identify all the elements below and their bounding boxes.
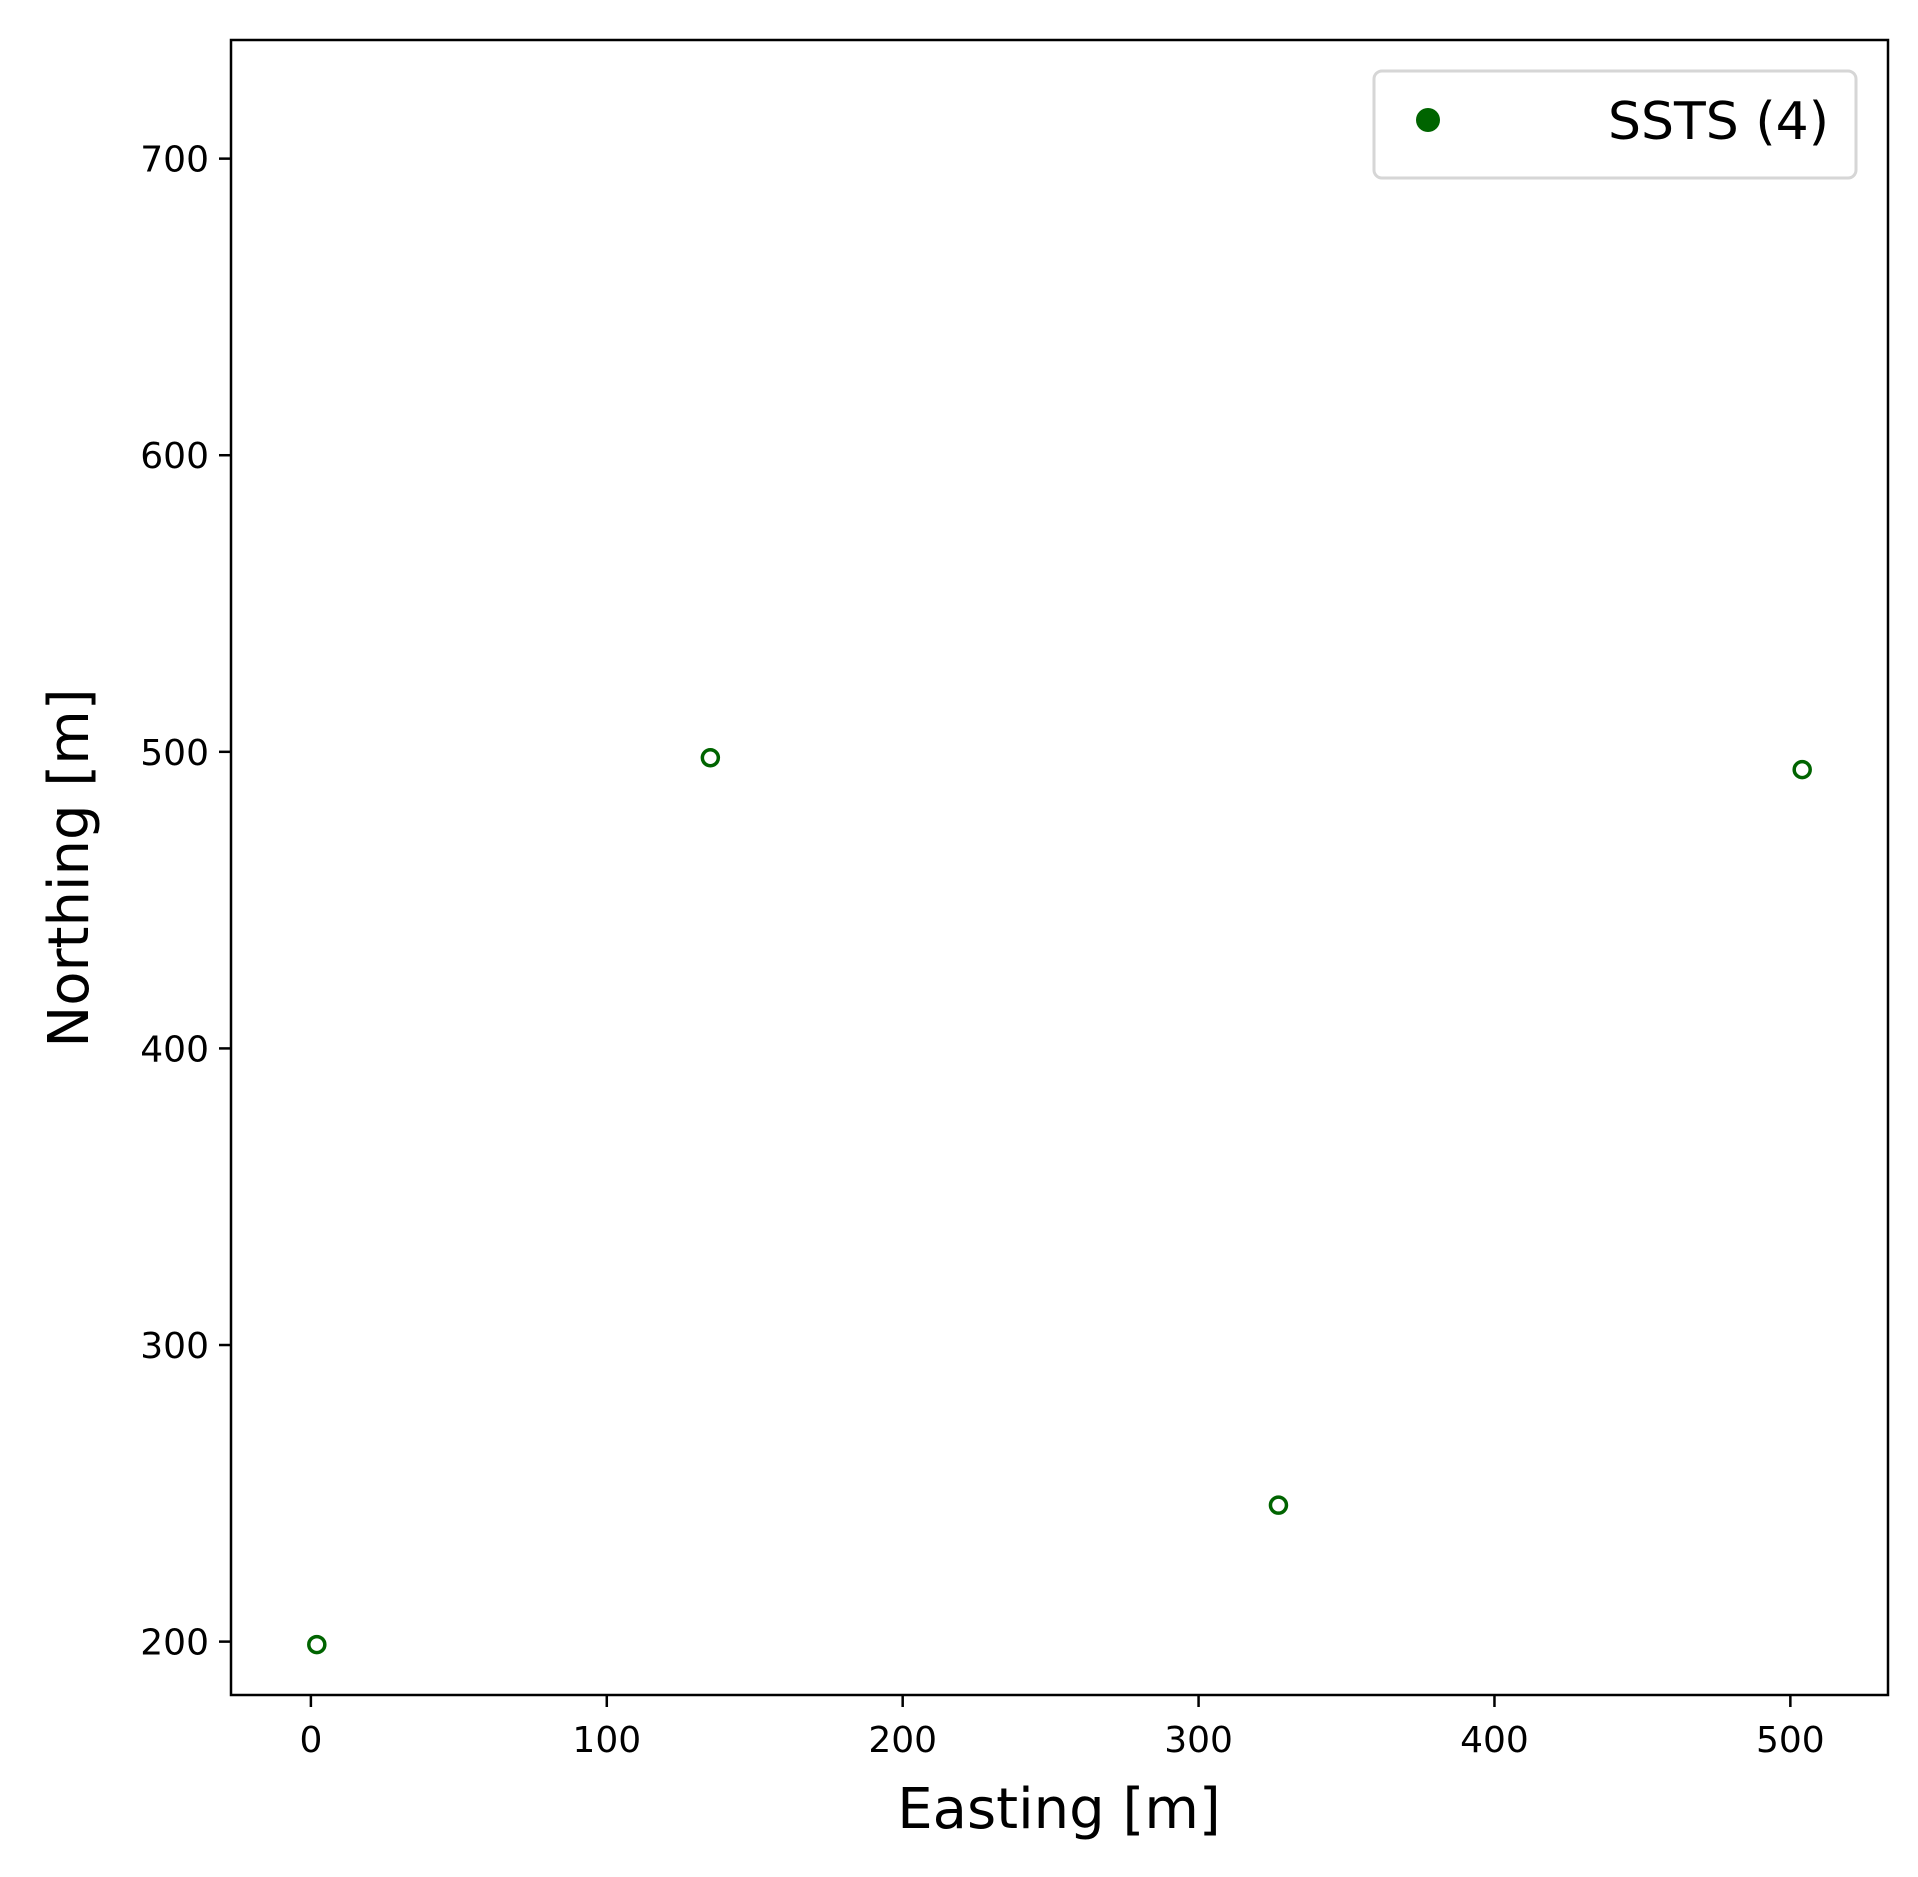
data-point-2 bbox=[1268, 1495, 1289, 1515]
x-tick-label-4: 400 bbox=[1460, 1720, 1529, 1761]
data-point-0 bbox=[307, 1634, 327, 1655]
legend: SSTS (4) bbox=[1372, 69, 1858, 180]
legend-marker-ssts bbox=[1416, 108, 1440, 132]
series-ssts-points bbox=[307, 748, 1812, 1655]
y-axis-ticks: 200 300 400 500 600 700 bbox=[140, 140, 231, 1664]
x-tick-label-0: 0 bbox=[299, 1720, 322, 1761]
plot-frame bbox=[229, 38, 1890, 1697]
y-tick-label-3: 500 bbox=[140, 733, 209, 774]
y-tick-label-1: 300 bbox=[140, 1326, 209, 1367]
x-tick-label-3: 300 bbox=[1164, 1720, 1233, 1761]
data-point-3 bbox=[1792, 759, 1812, 780]
legend-box bbox=[1372, 69, 1858, 180]
x-tick-label-1: 100 bbox=[572, 1720, 641, 1761]
x-tick-label-2: 200 bbox=[868, 1720, 937, 1761]
y-tick-label-2: 400 bbox=[140, 1029, 209, 1070]
x-axis-label: Easting [m] bbox=[897, 1777, 1220, 1842]
legend-label-ssts: SSTS (4) bbox=[1608, 92, 1829, 152]
y-tick-label-4: 600 bbox=[140, 436, 209, 477]
y-axis-label: Northing [m] bbox=[37, 688, 102, 1047]
x-tick-label-5: 500 bbox=[1756, 1720, 1825, 1761]
y-tick-label-5: 700 bbox=[140, 140, 209, 181]
x-axis-ticks: 0 100 200 300 400 500 bbox=[299, 1695, 1825, 1761]
data-point-1 bbox=[700, 748, 721, 768]
y-tick-label-0: 200 bbox=[140, 1623, 209, 1664]
